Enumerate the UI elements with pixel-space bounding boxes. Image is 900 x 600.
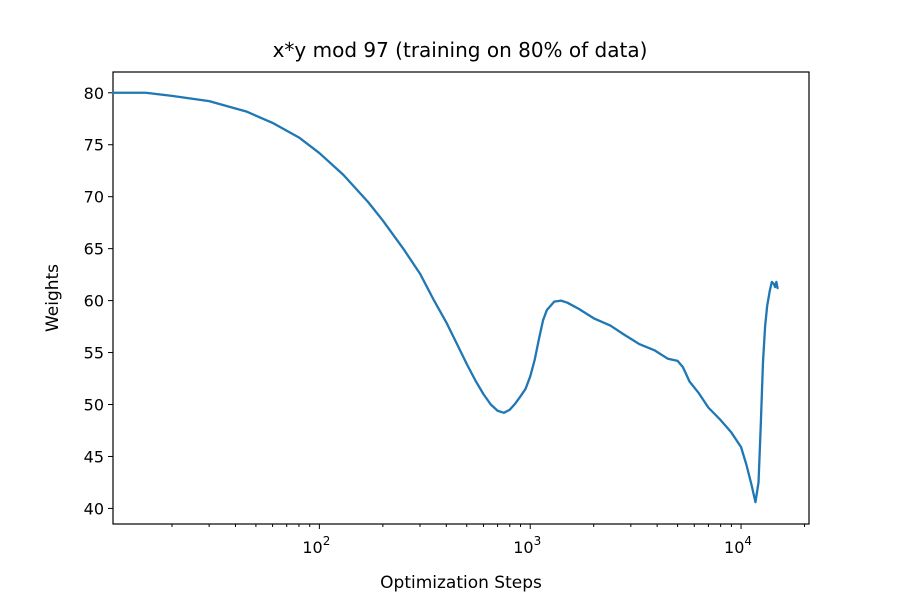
y-tick-label: 50	[84, 396, 104, 415]
y-tick-label: 65	[84, 240, 104, 259]
x-tick-label: 103	[513, 534, 541, 557]
chart-title: x*y mod 97 (training on 80% of data)	[273, 38, 648, 62]
plot-area-frame	[112, 71, 810, 525]
x-tick-label: 102	[302, 534, 330, 557]
y-tick-label: 80	[84, 84, 104, 103]
weights-series-line	[111, 91, 779, 504]
y-tick-label: 40	[84, 499, 104, 518]
y-axis: 40 45 50 55 60 65 70 75 80	[84, 84, 113, 518]
y-tick-label: 45	[84, 447, 104, 466]
y-tick-label: 60	[84, 292, 104, 311]
y-tick-label: 75	[84, 136, 104, 155]
y-tick-label: 70	[84, 188, 104, 207]
x-axis-label: Optimization Steps	[380, 573, 542, 593]
y-tick-label: 55	[84, 344, 104, 363]
x-tick-label: 104	[724, 534, 752, 557]
x-axis: 102 103 104	[171, 524, 806, 557]
y-axis-label: Weights	[43, 264, 63, 332]
